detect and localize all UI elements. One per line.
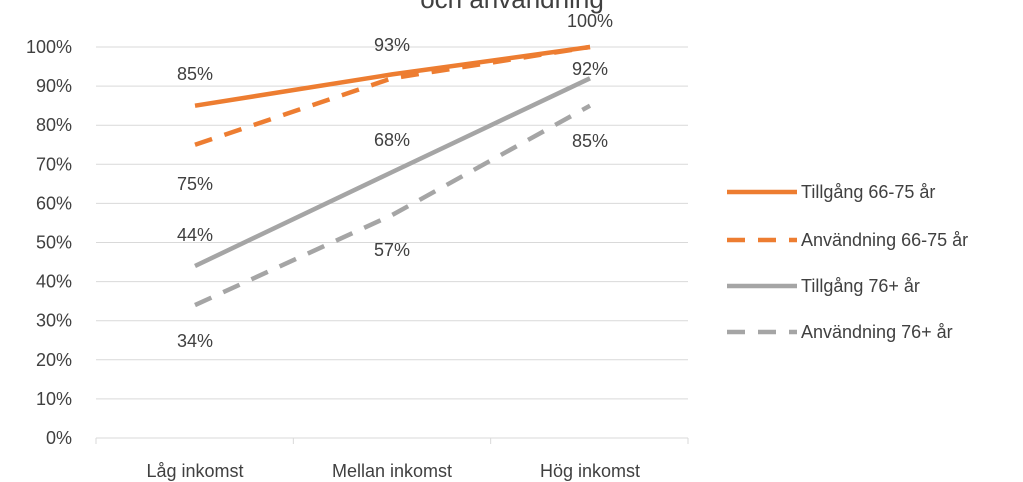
data-label: 85% [572,131,608,151]
y-axis-ticks: 0% 10% 20% 30% 40% 50% 60% 70% 80% 90% 100% [26,37,72,448]
x-tick-label: Låg inkomst [146,461,243,481]
data-label: 57% [374,240,410,260]
data-label: 44% [177,225,213,245]
x-tick-label: Mellan inkomst [332,461,452,481]
series-line-4 [194,103,592,308]
y-tick-label: 100% [26,37,72,57]
data-label: 93% [374,35,410,55]
series-lines [194,44,592,308]
data-label: 100% [567,11,613,31]
data-label: 92% [572,59,608,79]
x-axis-ticks: Låg inkomst Mellan inkomst Hög inkomst [146,461,640,481]
legend-label: Användning 66-75 år [801,230,968,250]
data-label: 68% [374,130,410,150]
y-tick-label: 10% [36,389,72,409]
y-tick-label: 50% [36,233,72,253]
gridlines [96,46,688,400]
legend-label: Användning 76+ år [801,322,953,342]
y-tick-label: 20% [36,350,72,370]
y-tick-label: 0% [46,428,72,448]
data-label: 85% [177,64,213,84]
series-line-3 [194,76,591,269]
data-labels: 85% 93% 100% 75% 44% 68% 92% 34% 57% 85% [177,11,613,351]
x-axis [95,437,689,444]
x-tick-label: Hög inkomst [540,461,640,481]
y-tick-label: 90% [36,76,72,96]
data-label: 75% [177,174,213,194]
legend-label: Tillgång 76+ år [801,276,920,296]
y-tick-label: 40% [36,272,72,292]
y-tick-label: 30% [36,311,72,331]
legend: Tillgång 66-75 år Användning 66-75 år Till… [727,182,968,342]
chart-title: och användning [420,0,604,14]
data-label: 34% [177,331,213,351]
y-tick-label: 70% [36,154,72,174]
series-line-2 [194,44,591,147]
y-tick-label: 80% [36,115,72,135]
legend-label: Tillgång 66-75 år [801,182,935,202]
y-tick-label: 60% [36,193,72,213]
